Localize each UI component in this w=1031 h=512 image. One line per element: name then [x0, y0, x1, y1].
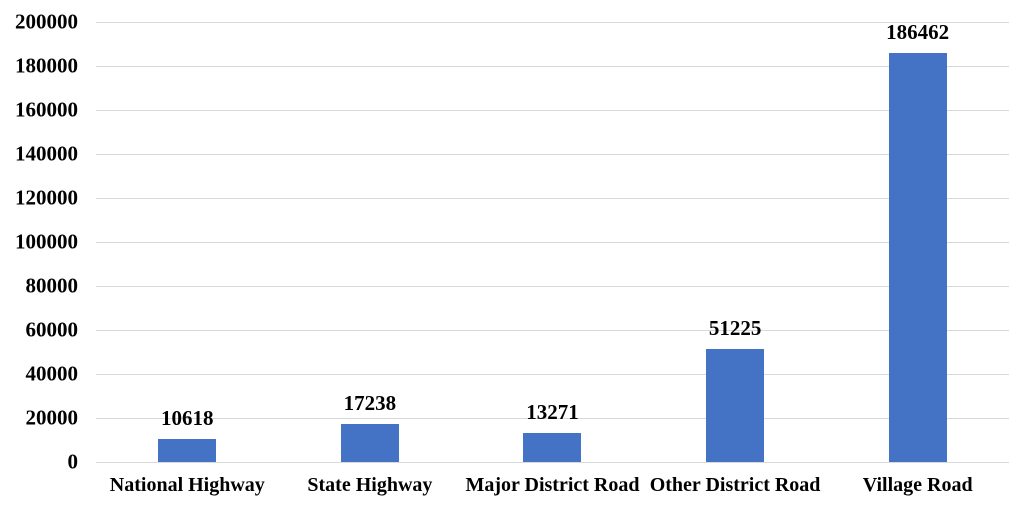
x-axis-category-label: Other District Road	[649, 474, 821, 496]
bar-group: 51225	[644, 22, 827, 462]
bar-value-label: 17238	[343, 391, 397, 416]
bar-value-label: 51225	[708, 316, 762, 341]
bar-group: 186462	[826, 22, 1009, 462]
gridline	[96, 110, 1009, 111]
y-axis-tick-label: 20000	[25, 405, 79, 430]
bar-group: 10618	[96, 22, 279, 462]
bar	[340, 424, 399, 462]
x-axis: National Highway State Highway Major Distr…	[96, 472, 1009, 498]
gridline	[96, 330, 1009, 331]
x-axis-category-label: Major District Road	[465, 474, 640, 496]
bar-value-label: 186462	[886, 20, 950, 44]
gridline	[96, 286, 1009, 287]
x-axis-category-label: Village Road	[862, 474, 973, 496]
bar-series: 10618 17238 13271 51225 186462	[96, 22, 1009, 462]
bar-group: 13271	[461, 22, 644, 462]
y-axis-tick-label: 140000	[15, 141, 78, 166]
bar	[523, 432, 582, 462]
gridline	[96, 462, 1009, 463]
gridline	[96, 66, 1009, 67]
y-axis-tick-label: 80000	[25, 273, 79, 298]
y-axis-tick-label: 100000	[15, 229, 78, 254]
y-axis-tick-label: 120000	[15, 185, 78, 210]
bar-value-label: 10618	[161, 405, 214, 430]
x-axis-category-label: National Highway	[109, 474, 265, 496]
y-axis-tick-label: 0	[67, 449, 79, 474]
gridline	[96, 198, 1009, 199]
bar	[158, 438, 217, 462]
plot-area	[96, 22, 1009, 463]
y-axis-tick-label: 60000	[25, 317, 79, 342]
y-axis-tick-label: 180000	[15, 53, 78, 78]
x-axis-category-label: State Highway	[307, 474, 433, 496]
bar-group: 17238	[279, 22, 462, 462]
bar	[888, 53, 947, 462]
bar-value-label: 13271	[526, 399, 579, 424]
y-axis-tick-label: 200000	[15, 9, 78, 34]
bar	[706, 349, 765, 462]
gridline	[96, 418, 1009, 419]
gridline	[96, 242, 1009, 243]
y-axis-tick-label: 40000	[25, 361, 79, 386]
y-axis-tick-label: 160000	[15, 97, 78, 122]
gridline	[96, 374, 1009, 375]
gridline	[96, 154, 1009, 155]
gridline	[96, 22, 1009, 23]
